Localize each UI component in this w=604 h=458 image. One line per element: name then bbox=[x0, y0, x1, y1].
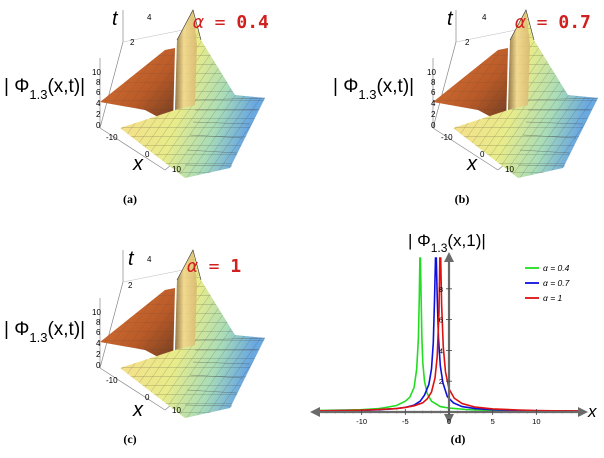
chart-title-d: | Φ1.3(x,1)| bbox=[408, 231, 486, 255]
x-tick-label: -10 bbox=[356, 417, 367, 426]
caption-c: (c) bbox=[123, 432, 136, 446]
t-tick-b-4: 4 bbox=[482, 13, 487, 22]
y-tick-label: 2 bbox=[439, 377, 443, 386]
x-tick-c-10: 10 bbox=[172, 406, 181, 415]
t-tick-b-2: 2 bbox=[465, 38, 470, 47]
y-tick-label: 8 bbox=[439, 285, 443, 294]
z-tick-a-10: 10 bbox=[92, 68, 101, 77]
z-tick-c-8: 8 bbox=[96, 318, 101, 327]
x-tick-c-0: 0 bbox=[145, 393, 150, 402]
caption-d: (d) bbox=[451, 432, 466, 446]
legend-label-1: α = 0.4 bbox=[543, 263, 570, 273]
t-tick-c-2: 2 bbox=[128, 281, 133, 290]
t-axis-label-b: t bbox=[447, 8, 454, 30]
t-tick-a-4: 4 bbox=[147, 13, 152, 22]
z-axis-label-b: | Φ1.3(x,t)| bbox=[333, 76, 414, 102]
y-tick-label: 4 bbox=[439, 346, 443, 355]
alpha-label-c: α = 1 bbox=[187, 256, 241, 277]
legend-d: α = 0.4 α = 0.7 α = 1 bbox=[525, 263, 570, 303]
z-tick-a-8: 8 bbox=[96, 78, 101, 87]
surface-plot-b bbox=[432, 9, 599, 179]
y-axis-arrow-down bbox=[444, 414, 454, 424]
x-axis-arrow-left bbox=[310, 407, 320, 417]
x-tick-label: 0 bbox=[447, 417, 451, 426]
z-tick-b-10: 10 bbox=[427, 68, 436, 77]
x-axis-label-d: x bbox=[587, 402, 597, 421]
caption-a: (a) bbox=[123, 192, 137, 206]
z-tick-b-2: 2 bbox=[431, 110, 436, 119]
z-tick-c-4: 4 bbox=[96, 339, 101, 348]
alpha-label-b: α = 0.7 bbox=[515, 12, 591, 33]
x-tick-c-minus10: -10 bbox=[106, 376, 118, 385]
z-tick-b-8: 8 bbox=[431, 78, 436, 87]
panel-c: | Φ1.3(x,t)| t 2 4 0 2 4 6 8 10 -10 0 10… bbox=[4, 248, 266, 446]
ticks-d: -10 -5 0 5 10 2 4 6 8 bbox=[326, 285, 572, 426]
z-tick-b-6: 6 bbox=[431, 88, 436, 97]
x-tick-b-minus10: -10 bbox=[441, 133, 453, 142]
x-tick-b-0: 0 bbox=[480, 150, 485, 159]
z-axis-label-a: | Φ1.3(x,t)| bbox=[4, 76, 85, 102]
z-axis-label-c: | Φ1.3(x,t)| bbox=[4, 319, 85, 345]
z-tick-a-4: 4 bbox=[96, 99, 101, 108]
z-tick-b-0: 0 bbox=[431, 121, 436, 130]
x-tick-label: 5 bbox=[491, 417, 495, 426]
x-axis-label-c: x bbox=[132, 399, 144, 421]
x-tick-a-10: 10 bbox=[172, 165, 181, 174]
x-tick-label: -5 bbox=[402, 417, 409, 426]
z-tick-a-2: 2 bbox=[96, 110, 101, 119]
z-tick-c-2: 2 bbox=[96, 350, 101, 359]
x-axis-label-b: x bbox=[466, 153, 478, 175]
y-axis-arrow-up bbox=[444, 252, 454, 262]
z-tick-c-6: 6 bbox=[96, 328, 101, 337]
x-axis-label-a: x bbox=[132, 153, 144, 175]
x-tick-label: 10 bbox=[532, 417, 540, 426]
x-tick-a-0: 0 bbox=[145, 150, 150, 159]
z-tick-b-4: 4 bbox=[431, 99, 436, 108]
legend-label-2: α = 0.7 bbox=[543, 278, 570, 288]
caption-b: (b) bbox=[455, 192, 470, 206]
alpha-label-a: α = 0.4 bbox=[193, 12, 269, 33]
panel-a: | Φ1.3(x,t)| t 2 4 0 2 4 6 8 10 -10 0 10… bbox=[4, 8, 269, 206]
series-line-3 bbox=[317, 257, 581, 412]
x-tick-b-10: 10 bbox=[505, 165, 514, 174]
panel-b: | Φ1.3(x,t)| t 2 4 0 2 4 6 8 10 -10 0 10… bbox=[333, 8, 599, 206]
x-axis-arrow-right bbox=[578, 407, 588, 417]
t-axis-label-c: t bbox=[128, 248, 135, 270]
y-tick-label: 6 bbox=[439, 316, 443, 325]
z-tick-c-10: 10 bbox=[92, 308, 101, 317]
z-tick-a-0: 0 bbox=[96, 121, 101, 130]
legend-label-3: α = 1 bbox=[543, 293, 563, 303]
z-tick-a-6: 6 bbox=[96, 88, 101, 97]
surface-plot-a bbox=[99, 9, 266, 179]
t-tick-a-2: 2 bbox=[130, 38, 135, 47]
x-tick-a-minus10: -10 bbox=[106, 133, 118, 142]
t-tick-c-4: 4 bbox=[147, 255, 152, 264]
z-tick-c-0: 0 bbox=[96, 361, 101, 370]
t-axis-label-a: t bbox=[112, 8, 119, 30]
